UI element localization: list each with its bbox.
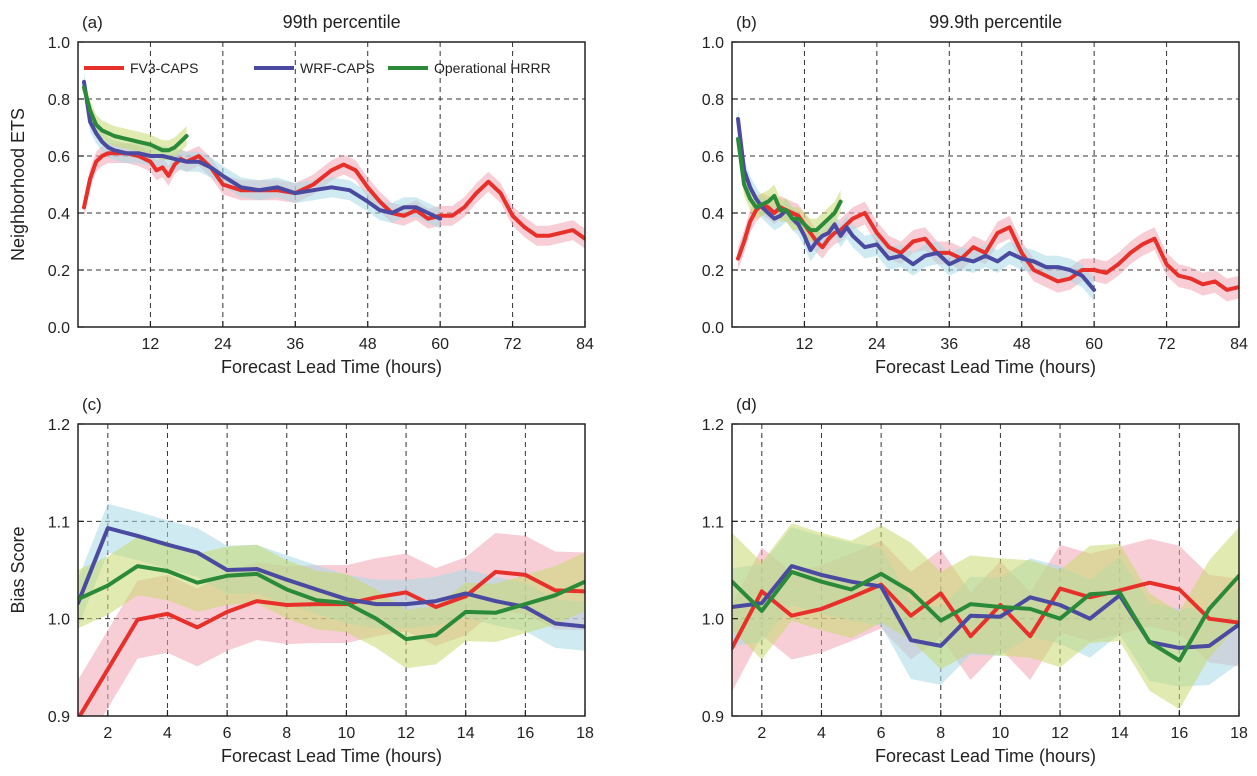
x-tick-label: 48	[1013, 336, 1031, 353]
y-tick-label: 0.0	[702, 320, 724, 337]
x-tick-label: 4	[817, 725, 826, 742]
panel-a: 12 24 36 48 60 72 84 0.0 0.2 0.4 0.6 0.8 1.0 (a) 99th …	[8, 12, 594, 377]
y-tick-label: 0.9	[48, 709, 70, 726]
plot-area	[82, 71, 585, 249]
y-tick-label: 0.4	[702, 206, 724, 223]
y-tick-label: 1.0	[48, 35, 70, 52]
x-tick-label: 16	[516, 725, 534, 742]
legend: FV3-CAPS WRF-CAPS Operational HRRR	[84, 60, 551, 76]
y-tick-label: 0.8	[702, 92, 724, 109]
axes-frame	[77, 423, 586, 717]
plot-area	[78, 503, 585, 716]
x-tick-label: 8	[282, 725, 291, 742]
band-wrf-caps	[738, 107, 1095, 302]
x-tick-label: 72	[1158, 336, 1176, 353]
y-tick-label: 1.1	[702, 514, 724, 531]
series-line-wrf-caps	[82, 79, 443, 221]
x-tick-label: 36	[286, 336, 304, 353]
panel-label: (b)	[736, 13, 757, 32]
x-tick-label: 16	[1170, 725, 1188, 742]
y-tick-label: 1.2	[702, 417, 724, 434]
x-tick-label: 8	[936, 725, 945, 742]
series-line-operational-hrrr	[736, 136, 843, 233]
x-tick-label: 18	[1230, 725, 1248, 742]
x-tick-label: 12	[1051, 725, 1069, 742]
x-tick-label: 6	[877, 725, 886, 742]
x-tick-label: 12	[796, 336, 814, 353]
x-tick-label: 84	[576, 336, 594, 353]
panel-title: 99.9th percentile	[929, 12, 1062, 32]
x-axis-label: Forecast Lead Time (hours)	[875, 746, 1096, 766]
series-line-fv3-caps	[82, 151, 585, 241]
axes-frame	[77, 41, 586, 328]
y-tick-label: 0.2	[702, 263, 724, 280]
x-tick-label: 4	[163, 725, 172, 742]
y-tick-label: 1.0	[48, 612, 70, 629]
series-line-operational-hrrr	[78, 564, 585, 642]
x-tick-label: 10	[992, 725, 1010, 742]
x-tick-label: 84	[1230, 336, 1248, 353]
y-tick-label: 1.0	[702, 35, 724, 52]
panel-title: 99th percentile	[283, 12, 401, 32]
x-tick-label: 24	[868, 336, 886, 353]
x-tick-label: 10	[338, 725, 356, 742]
y-tick-label: 0.9	[702, 709, 724, 726]
x-tick-label: 12	[142, 336, 160, 353]
x-tick-label: 12	[397, 725, 415, 742]
y-axis-label: Neighborhood ETS	[8, 108, 28, 261]
y-tick-label: 0.4	[48, 206, 70, 223]
series-line-wrf-caps	[78, 526, 585, 629]
plot-area	[732, 523, 1239, 710]
x-tick-label: 72	[504, 336, 522, 353]
panel-d: 2 4 6 8 10 12 14 16 18 0.9 1.0 1.1 1.2 (d) Forecast Le…	[702, 395, 1248, 766]
x-tick-label: 48	[359, 336, 377, 353]
x-axis-label: Forecast Lead Time (hours)	[875, 357, 1096, 377]
panel-label: (c)	[82, 395, 102, 414]
y-tick-label: 0.8	[48, 92, 70, 109]
series-line-operational-hrrr	[732, 569, 1239, 663]
y-tick-label: 1.1	[48, 514, 70, 531]
x-tick-label: 14	[1111, 725, 1129, 742]
panel-c: 2 4 6 8 10 12 14 16 18 0.9 1.0 1.1 1.2 (c) Forecast Le…	[8, 395, 594, 766]
legend-entry: Operational HRRR	[434, 60, 551, 76]
y-axis-label: Bias Score	[8, 526, 28, 613]
series-line-operational-hrrr	[82, 85, 189, 153]
axes-frame	[731, 423, 1240, 717]
x-axis-label: Forecast Lead Time (hours)	[221, 746, 442, 766]
band-operational-hrrr	[738, 127, 841, 242]
y-tick-label: 0.6	[48, 149, 70, 166]
series-line-fv3-caps	[78, 569, 585, 716]
x-tick-label: 2	[103, 725, 112, 742]
x-tick-label: 14	[457, 725, 475, 742]
y-tick-label: 0.6	[702, 149, 724, 166]
series-line-fv3-caps	[732, 580, 1239, 650]
legend-entry: FV3-CAPS	[130, 60, 198, 76]
y-tick-label: 1.0	[702, 612, 724, 629]
x-tick-label: 60	[431, 336, 449, 353]
panel-label: (d)	[736, 395, 757, 414]
x-axis-label: Forecast Lead Time (hours)	[221, 357, 442, 377]
x-tick-label: 24	[214, 336, 232, 353]
band-operational-hrrr	[84, 77, 187, 161]
x-tick-label: 6	[223, 725, 232, 742]
x-tick-label: 36	[940, 336, 958, 353]
panel-b: 12 24 36 48 60 72 84 0.0 0.2 0.4 0.6 0.8 1.0 (b) 99.9t…	[702, 12, 1248, 377]
x-tick-label: 2	[757, 725, 766, 742]
series-line-wrf-caps	[736, 117, 1097, 292]
y-tick-label: 0.0	[48, 320, 70, 337]
y-tick-label: 0.2	[48, 263, 70, 280]
plot-area	[736, 107, 1239, 302]
y-tick-label: 1.2	[48, 417, 70, 434]
axes-frame	[731, 41, 1240, 328]
panel-label: (a)	[82, 13, 103, 32]
x-tick-label: 60	[1085, 336, 1103, 353]
x-tick-label: 18	[576, 725, 594, 742]
legend-entry: WRF-CAPS	[300, 60, 375, 76]
